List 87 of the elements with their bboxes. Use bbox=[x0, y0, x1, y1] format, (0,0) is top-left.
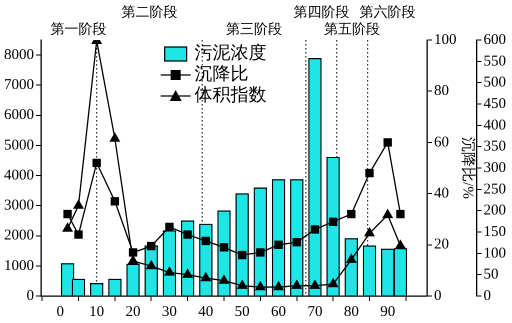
legend-label: 污泥浓度 bbox=[194, 42, 267, 63]
y2-tick-label: 80 bbox=[434, 83, 449, 100]
point bbox=[200, 272, 211, 282]
y-tick-label: 4000 bbox=[4, 167, 34, 184]
text: 第五阶段 bbox=[324, 22, 380, 38]
y3-tick-label: 350 bbox=[484, 138, 506, 155]
y2-tick-label: 60 bbox=[434, 134, 449, 150]
y3-tick-label: 450 bbox=[484, 96, 506, 112]
point bbox=[183, 230, 192, 239]
x-tick-label: 80 bbox=[344, 304, 359, 320]
point bbox=[384, 138, 392, 147]
point bbox=[202, 236, 210, 246]
point bbox=[255, 281, 266, 290]
legend-label: 沉降比 bbox=[194, 64, 249, 84]
text: 第三阶段 bbox=[226, 22, 282, 38]
y-tick-label: 2000 bbox=[4, 228, 34, 244]
y-tick-label: 5000 bbox=[4, 137, 34, 154]
legend-label: 体积指数 bbox=[194, 84, 267, 105]
y3-tick-label: 100 bbox=[484, 245, 506, 262]
point bbox=[128, 255, 138, 264]
point bbox=[382, 209, 393, 218]
x-tick-label: 70 bbox=[307, 304, 322, 320]
y3-tick-label: 400 bbox=[484, 117, 506, 134]
y3-tick-label: 300 bbox=[484, 160, 506, 176]
point bbox=[346, 254, 356, 263]
point bbox=[328, 278, 338, 288]
y2-tick-label: 40 bbox=[434, 186, 449, 202]
point bbox=[274, 281, 284, 290]
x-tick-label: 10 bbox=[89, 304, 104, 320]
point bbox=[146, 260, 156, 270]
y3-tick-label: 50 bbox=[484, 266, 498, 283]
point bbox=[92, 158, 101, 168]
point bbox=[182, 269, 193, 278]
point bbox=[328, 218, 338, 226]
y-tick-label: 0 bbox=[26, 288, 34, 304]
point bbox=[292, 280, 302, 289]
point bbox=[310, 225, 320, 234]
x-tick-label: 90 bbox=[380, 304, 396, 320]
point bbox=[63, 210, 72, 218]
y2-tick-label: 0 bbox=[434, 288, 442, 304]
point bbox=[147, 242, 156, 250]
point bbox=[164, 266, 174, 276]
point bbox=[396, 210, 405, 218]
x-tick-label: 40 bbox=[198, 304, 214, 320]
y2-tick-label: 20 bbox=[434, 236, 449, 253]
point bbox=[347, 210, 356, 218]
point bbox=[110, 132, 120, 142]
point bbox=[237, 280, 248, 289]
point bbox=[220, 243, 228, 252]
point bbox=[238, 250, 246, 260]
text: 第一阶段 bbox=[50, 22, 106, 38]
x-tick-label: 50 bbox=[234, 304, 250, 320]
text: 第二阶段 bbox=[121, 4, 178, 21]
y3-tick-label: 200 bbox=[484, 202, 506, 219]
y-tick-label: 8000 bbox=[4, 46, 34, 63]
y2-axis-title: 沉降比/% bbox=[460, 137, 477, 199]
y3-tick-label: 500 bbox=[484, 74, 506, 91]
text: 第六阶段 bbox=[360, 4, 416, 21]
point bbox=[274, 240, 283, 249]
point bbox=[310, 280, 320, 289]
point bbox=[128, 248, 138, 257]
point bbox=[74, 200, 84, 209]
point bbox=[219, 274, 229, 284]
point bbox=[395, 240, 406, 249]
y3-tick-label: 600 bbox=[484, 32, 506, 48]
y-tick-label: 6000 bbox=[4, 107, 34, 124]
x-tick-label: 30 bbox=[162, 304, 177, 320]
x-tick-label: 0 bbox=[56, 304, 64, 320]
point bbox=[165, 222, 174, 232]
point bbox=[62, 222, 73, 232]
point bbox=[365, 168, 374, 178]
x-tick-label: 60 bbox=[271, 304, 286, 320]
y3-tick-label: 550 bbox=[484, 53, 506, 70]
y2-tick-label: 100 bbox=[434, 32, 456, 48]
point bbox=[292, 238, 301, 246]
y3-tick-label: 0 bbox=[484, 288, 491, 304]
y-tick-label: 7000 bbox=[4, 77, 34, 94]
point bbox=[110, 197, 120, 206]
point bbox=[364, 228, 374, 236]
text: 第四阶段 bbox=[293, 4, 350, 21]
x-tick-label: 20 bbox=[126, 304, 141, 320]
y3-tick-label: 250 bbox=[484, 181, 506, 198]
y3-tick-label: 150 bbox=[484, 224, 506, 240]
point bbox=[256, 248, 265, 257]
point bbox=[74, 230, 83, 239]
y-tick-label: 1000 bbox=[4, 258, 34, 274]
y-tick-label: 3000 bbox=[4, 198, 34, 214]
